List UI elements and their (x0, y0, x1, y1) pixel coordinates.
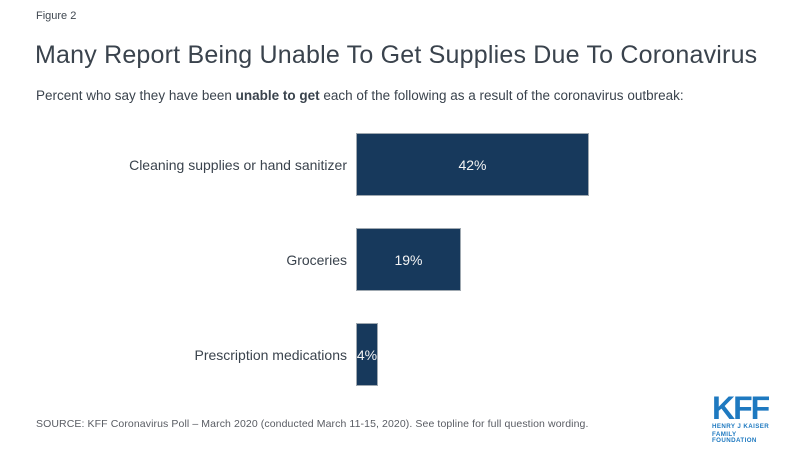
chart-subtitle: Percent who say they have been unable to… (36, 88, 684, 103)
bar-row-prescription-medications: Prescription medications 4% (0, 323, 800, 386)
bar-value-label: 4% (356, 346, 378, 363)
bar-row-groceries: Groceries 19% (0, 228, 800, 291)
bar-chart: Cleaning supplies or hand sanitizer 42% … (0, 133, 800, 418)
bar: 42% (356, 133, 589, 196)
bar-label: Cleaning supplies or hand sanitizer (129, 156, 347, 173)
subtitle-suffix: each of the following as a result of the… (319, 88, 684, 103)
kff-logo-line2: FAMILY FOUNDATION (712, 430, 757, 445)
kff-logo: KFF HENRY J KAISER FAMILY FOUNDATION (712, 390, 782, 445)
chart-title: Many Report Being Unable To Get Supplies… (35, 41, 758, 69)
source-note: SOURCE: KFF Coronavirus Poll – March 202… (36, 418, 589, 430)
kff-logo-line1: HENRY J KAISER (712, 422, 770, 430)
bar: 4% (356, 323, 378, 386)
kff-logo-acronym: KFF (712, 390, 770, 426)
bar: 19% (356, 228, 461, 291)
bar-label: Prescription medications (194, 346, 347, 363)
bar-value-label: 19% (394, 251, 423, 268)
bar-value-label: 42% (458, 156, 487, 173)
bar-row-cleaning-supplies: Cleaning supplies or hand sanitizer 42% (0, 133, 800, 196)
subtitle-prefix: Percent who say they have been (36, 88, 236, 103)
bar-label: Groceries (286, 251, 347, 268)
figure-label: Figure 2 (36, 10, 77, 22)
subtitle-bold-phrase: unable to get (235, 88, 320, 103)
